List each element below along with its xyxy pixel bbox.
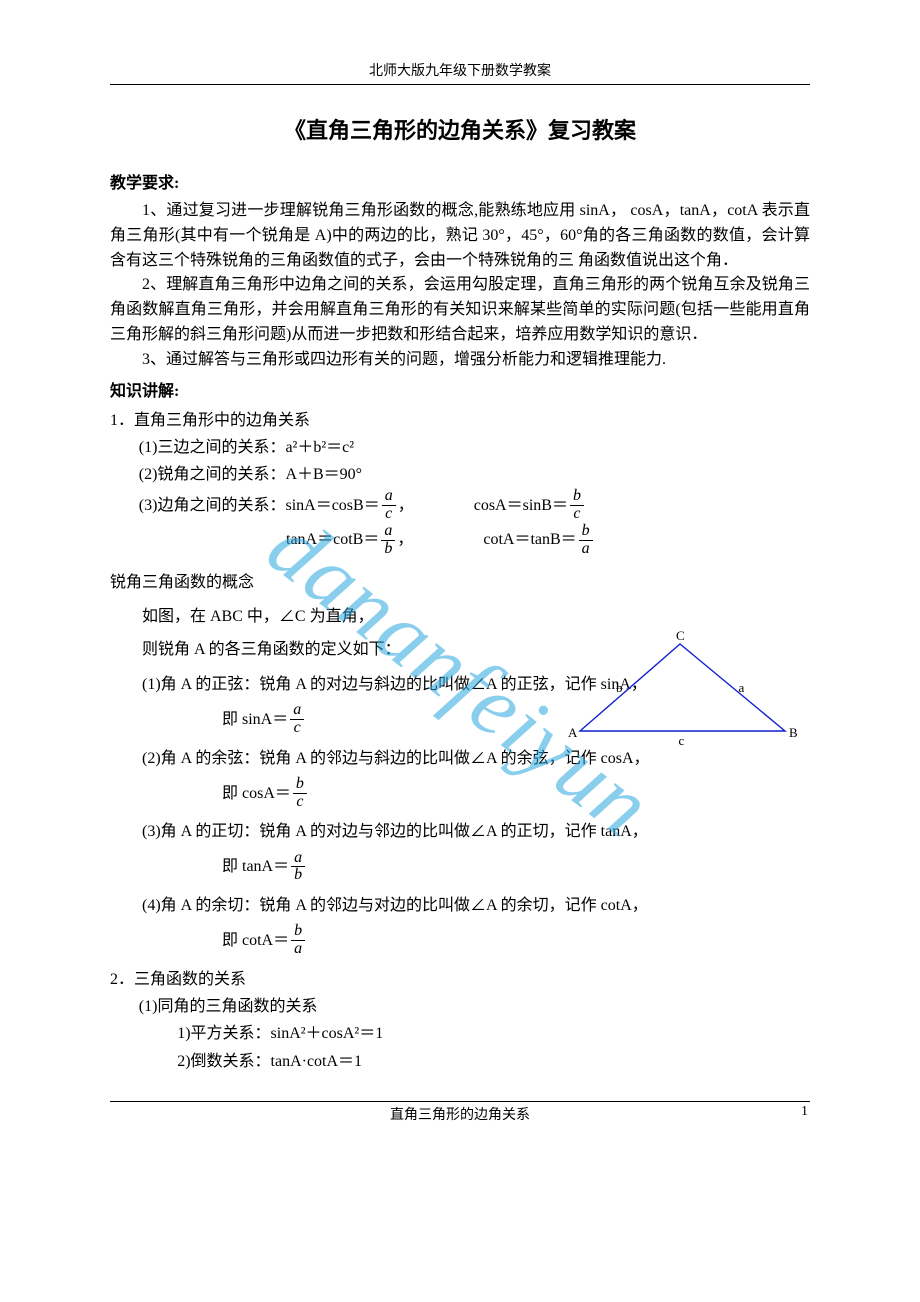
triangle-figure: A B C a b c [570,636,800,746]
def-tan-formula: 即 tanA＝ ab [222,850,810,885]
frac-b-a: ba [579,523,593,558]
triangle-label-C: C [676,628,685,644]
sec1-title: 1．直角三角形中的边角关系 [110,407,810,434]
footer: 直角三角形的边角关系 1 [110,1104,810,1124]
frac-cos: bc [293,776,307,811]
footer-rule [110,1101,810,1102]
eq-sin-cos: sinA＝cosB＝ ac ， [285,488,413,523]
comma: ， [397,526,413,553]
frac-cot: ba [291,923,305,958]
eq-tan-cot: tanA＝cotB＝ ab ， [286,523,413,558]
sec2-r2: 1)平方关系：sinA²＋cosA²＝1 [177,1020,810,1047]
frac-b-c: bc [570,488,584,523]
section-2: 2．三角函数的关系 (1)同角的三角函数的关系 1)平方关系：sinA²＋cos… [110,966,810,1075]
sec1-i2: (2)锐角之间的关系：A＋B＝90° [139,461,810,488]
section-1: 1．直角三角形中的边角关系 (1)三边之间的关系：a²＋b²＝c² (2)锐角之… [110,407,810,558]
def-cos: (2)角 A 的余弦：锐角 A 的邻边与斜边的比叫做∠A 的余弦，记作 cosA… [142,745,810,772]
requirements-head: 教学要求: [110,169,810,193]
frac-tan: ab [291,850,305,885]
eq2b-text: cotA＝tanB＝ [483,526,576,553]
document-title: 《直角三角形的边角关系》复习教案 [110,113,810,145]
def-cot-prefix: 即 cotA＝ [222,927,289,954]
sec2-r3: 2)倒数关系：tanA·cotA＝1 [177,1048,810,1075]
def-tan: (3)角 A 的正切：锐角 A 的对边与邻边的比叫做∠A 的正切，记作 tanA… [142,818,810,845]
eq1b-text: cosA＝sinB＝ [474,492,568,519]
req-p1: 1、通过复习进一步理解锐角三角形函数的概念,能熟练地应用 sinA， cosA，… [110,199,810,273]
comma: ， [398,492,414,519]
triangle-label-B: B [789,725,798,741]
concept-block: 锐角三角函数的概念 如图，在 ABC 中，∠C 为直角， 则锐角 A 的各三角函… [110,569,810,958]
sec2-r1: (1)同角的三角函数的关系 [139,993,810,1020]
sec1-i3: (3)边角之间的关系： sinA＝cosB＝ ac ， cosA＝sinB＝ b… [139,488,810,523]
req-p2: 2、理解直角三角形中边角之间的关系，会运用勾股定理，直角三角形的两个锐角互余及锐… [110,273,810,347]
triangle-svg [570,636,800,746]
eq-cot-tan: cotA＝tanB＝ ba [483,523,594,558]
triangle-label-b: b [616,680,623,696]
eq-row2: tanA＝cotB＝ ab ， cotA＝tanB＝ ba [286,523,810,558]
def-cot-formula: 即 cotA＝ ba [222,923,810,958]
frac-a-b: ab [381,523,395,558]
eq2a-text: tanA＝cotB＝ [286,526,379,553]
triangle-label-A: A [568,725,577,741]
footer-center: 直角三角形的边角关系 [132,1104,788,1124]
frac-a-c: ac [382,488,396,523]
concept-l1: 如图，在 ABC 中，∠C 为直角， [142,603,810,630]
concept-head: 锐角三角函数的概念 [110,569,810,596]
def-sin-prefix: 即 sinA＝ [222,706,288,733]
frac-sin: ac [290,702,304,737]
def-cos-formula: 即 cosA＝ bc [222,776,810,811]
sec1-i3-label: (3)边角之间的关系： [139,492,286,519]
triangle-label-a: a [739,680,745,696]
req-p3: 3、通过解答与三角形或四边形有关的问题，增强分析能力和逻辑推理能力. [110,348,810,373]
eq1a-text: sinA＝cosB＝ [285,492,379,519]
sec1-i1: (1)三边之间的关系：a²＋b²＝c² [139,434,810,461]
def-cot: (4)角 A 的余切：锐角 A 的邻边与对边的比叫做∠A 的余切，记作 cotA… [142,892,810,919]
def-cos-prefix: 即 cosA＝ [222,780,291,807]
header-text: 北师大版九年级下册数学教案 [110,60,810,80]
sec2-title: 2．三角函数的关系 [110,966,810,993]
eq-cos-sin: cosA＝sinB＝ bc [474,488,586,523]
knowledge-head: 知识讲解: [110,377,810,401]
footer-page: 1 [788,1104,808,1124]
def-tan-prefix: 即 tanA＝ [222,853,289,880]
page: dananfeiyun 北师大版九年级下册数学教案 《直角三角形的边角关系》复习… [0,0,920,1302]
triangle-label-c: c [679,733,685,749]
header-rule [110,84,810,85]
